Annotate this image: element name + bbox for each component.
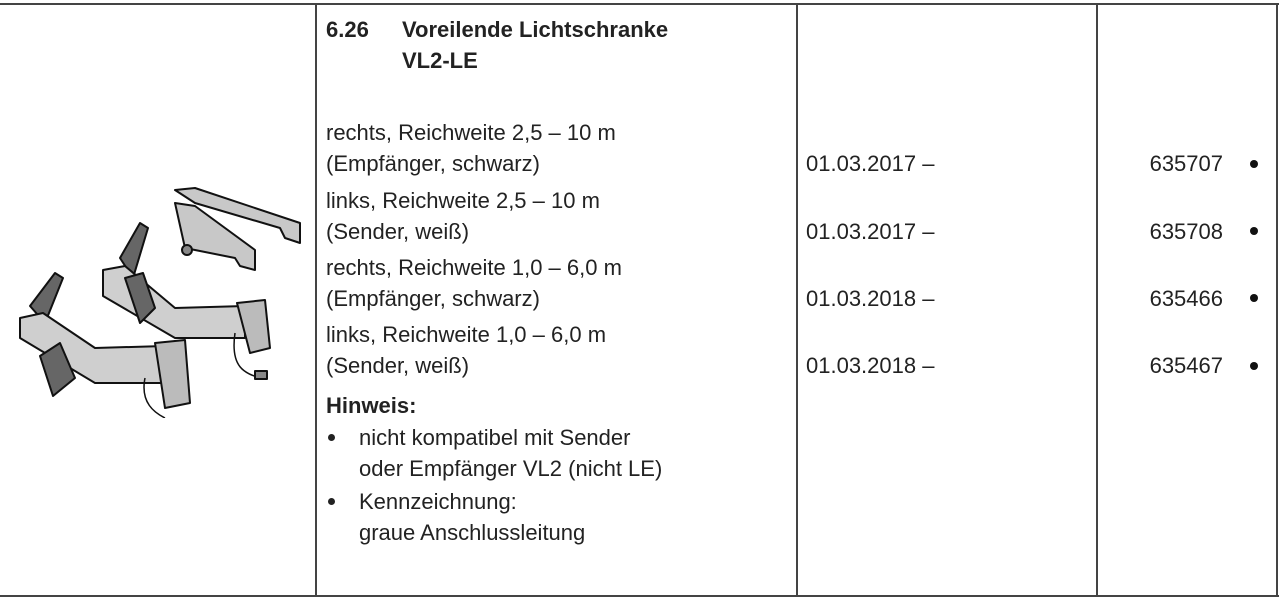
bullet-dot-icon — [1250, 362, 1258, 370]
bullet-icon — [328, 434, 335, 441]
bullet-dot-icon — [1250, 160, 1258, 168]
table-top-border — [0, 3, 1279, 5]
item-date: 01.03.2017 – — [806, 151, 935, 176]
item-date: 01.03.2018 – — [806, 353, 935, 378]
item-description: links, Reichweite 2,5 – 10 m — [326, 188, 600, 213]
item-description: rechts, Reichweite 1,0 – 6,0 m — [326, 255, 622, 280]
item-article-number: 635466 — [1149, 286, 1223, 311]
note-heading: Hinweis: — [326, 393, 417, 418]
section-number: 6.26 — [326, 17, 369, 42]
item-article-number: 635707 — [1149, 151, 1223, 176]
section-title-line1: Voreilende Lichtschranke — [402, 17, 669, 42]
item-article-number: 635467 — [1149, 353, 1223, 378]
light-barrier-illustration — [19, 187, 301, 418]
section-title-line2: VL2-LE — [402, 48, 478, 73]
item-description: (Empfänger, schwarz) — [326, 286, 540, 311]
item-description: rechts, Reichweite 2,5 – 10 m — [326, 120, 616, 145]
note-text: nicht kompatibel mit Sender — [359, 425, 631, 450]
column-divider — [1276, 3, 1278, 597]
bullet-icon — [328, 498, 335, 505]
item-date: 01.03.2017 – — [806, 219, 935, 244]
note-text: graue Anschlussleitung — [359, 520, 586, 545]
column-divider — [1096, 3, 1098, 597]
item-article-number: 635708 — [1149, 219, 1223, 244]
note-text: oder Empfänger VL2 (nicht LE) — [359, 456, 663, 481]
bullet-dot-icon — [1250, 227, 1258, 235]
item-description: (Sender, weiß) — [326, 353, 470, 378]
item-description: (Empfänger, schwarz) — [326, 151, 540, 176]
table-bottom-border — [0, 595, 1279, 597]
item-date: 01.03.2018 – — [806, 286, 935, 311]
note-text: Kennzeichnung: — [359, 489, 517, 514]
item-description: links, Reichweite 1,0 – 6,0 m — [326, 322, 607, 347]
bullet-dot-icon — [1250, 294, 1258, 302]
item-description: (Sender, weiß) — [326, 219, 470, 244]
column-divider — [315, 3, 317, 597]
section-title: 6.26 Voreilende Lichtschranke VL2-LE — [326, 14, 668, 76]
column-divider — [796, 3, 798, 597]
